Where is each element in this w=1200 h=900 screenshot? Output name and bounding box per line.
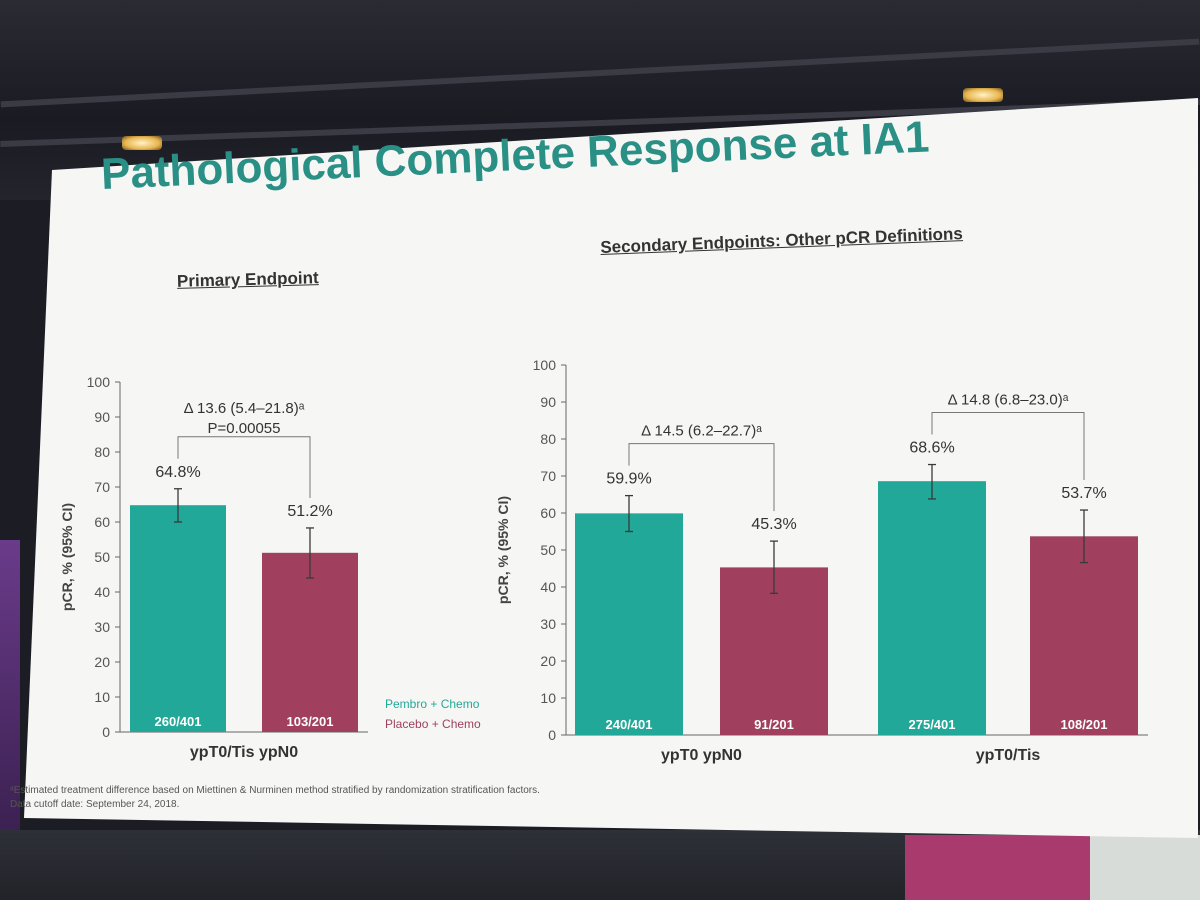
y-tick-label: 40 <box>540 579 556 595</box>
p-value-annotation: P=0.00055 <box>208 420 281 437</box>
stage-light <box>963 88 1003 102</box>
y-tick-label: 100 <box>533 357 557 373</box>
y-tick-label: 40 <box>94 584 110 600</box>
y-tick-label: 80 <box>94 444 110 460</box>
y-tick-label: 10 <box>540 690 556 706</box>
side-screen-mini <box>1090 835 1200 900</box>
footnote-method: ᵃEstimated treatment difference based on… <box>10 785 540 796</box>
bar <box>720 567 828 735</box>
stage-light <box>122 136 162 150</box>
y-tick-label: 60 <box>94 514 110 530</box>
footnote-cutoff: Data cutoff date: September 24, 2018. <box>10 799 180 810</box>
y-tick-label: 50 <box>94 549 110 565</box>
y-tick-label: 100 <box>87 374 111 390</box>
y-tick-label: 70 <box>94 479 110 495</box>
y-tick-label: 90 <box>94 409 110 425</box>
legend-pembro: Pembro + Chemo <box>385 697 480 711</box>
y-tick-label: 70 <box>540 468 556 484</box>
delta-annotation: Δ 14.5 (6.2–22.7)ᵃ <box>641 423 762 440</box>
y-tick-label: 30 <box>540 616 556 632</box>
delta-annotation: Δ 14.8 (6.8–23.0)ᵃ <box>948 392 1069 409</box>
y-tick-label: 20 <box>94 654 110 670</box>
data-label: 68.6% <box>909 440 954 457</box>
data-label: 53.7% <box>1061 485 1106 502</box>
y-tick-label: 0 <box>548 727 556 743</box>
y-tick-label: 80 <box>540 431 556 447</box>
y-tick-label: 50 <box>540 542 556 558</box>
bar-n-label: 275/401 <box>909 717 956 732</box>
comparison-bracket <box>628 443 775 512</box>
data-label: 64.8% <box>155 464 200 481</box>
y-tick-label: 20 <box>540 653 556 669</box>
y-axis-label: pCR, % (95% CI) <box>495 496 511 604</box>
bar-n-label: 108/201 <box>1061 717 1108 732</box>
bar-n-label: 240/401 <box>606 717 653 732</box>
y-axis-label: pCR, % (95% CI) <box>59 503 75 611</box>
bar <box>130 505 226 732</box>
data-label: 51.2% <box>287 503 332 520</box>
comparison-bracket <box>177 436 311 498</box>
x-category-label: ypT0/Tis <box>976 747 1041 764</box>
bar <box>262 552 358 732</box>
bar-n-label: 91/201 <box>754 717 794 732</box>
bar-n-label: 260/401 <box>155 714 202 729</box>
data-label: 59.9% <box>606 471 651 488</box>
bar <box>1030 536 1138 735</box>
legend-placebo: Placebo + Chemo <box>385 717 481 731</box>
side-screen <box>905 835 1090 900</box>
y-tick-label: 10 <box>94 689 110 705</box>
bar <box>878 481 986 735</box>
venue-edge <box>0 540 20 840</box>
y-tick-label: 60 <box>540 505 556 521</box>
y-tick-label: 0 <box>102 724 110 740</box>
x-category-label: ypT0/Tis ypN0 <box>190 744 298 761</box>
x-category-label: ypT0 ypN0 <box>661 747 742 764</box>
comparison-bracket <box>931 412 1085 481</box>
primary-endpoint-heading: Primary Endpoint <box>176 268 319 291</box>
data-label: 45.3% <box>751 516 796 533</box>
delta-annotation: Δ 13.6 (5.4–21.8)ᵃ <box>184 400 305 417</box>
y-tick-label: 30 <box>94 619 110 635</box>
y-tick-label: 90 <box>540 394 556 410</box>
bar <box>575 513 683 735</box>
bar-n-label: 103/201 <box>287 714 334 729</box>
